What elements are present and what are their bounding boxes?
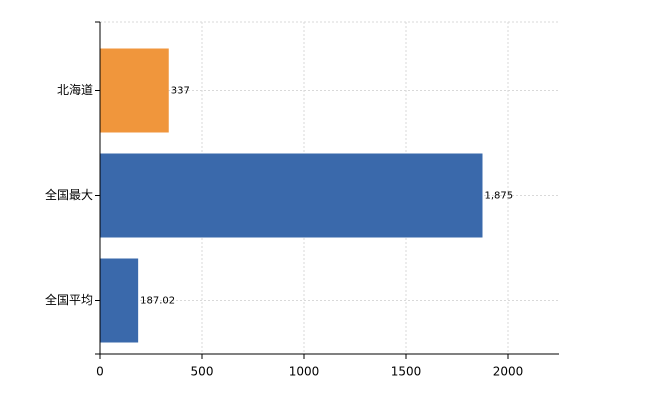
x-tick-label: 500 [191,365,214,379]
value-label: 1,875 [485,191,514,202]
value-label: 187.02 [140,296,175,307]
bar [100,153,483,238]
y-tick-label: 北海道 [57,82,93,97]
x-tick-label: 1500 [391,365,422,379]
bar [100,258,139,343]
bar [100,48,169,133]
x-tick-label: 0 [96,365,104,379]
y-tick-label: 全国最大 [45,187,93,202]
x-tick-label: 2000 [493,365,524,379]
x-tick-label: 1000 [289,365,320,379]
value-label: 337 [171,86,190,97]
y-tick-label: 全国平均 [45,292,93,307]
